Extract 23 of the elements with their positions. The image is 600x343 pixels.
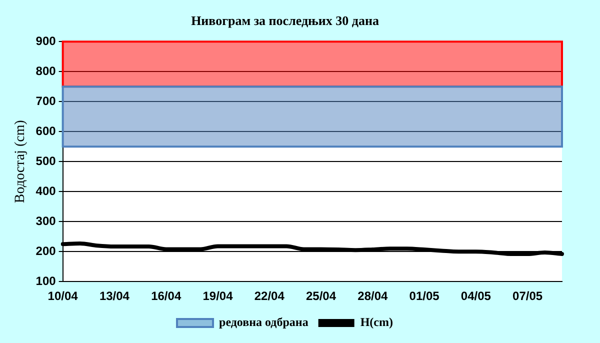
y-tick-label: 100 <box>36 274 56 288</box>
y-tick-label: 900 <box>36 34 56 48</box>
y-tick-label: 300 <box>36 214 56 228</box>
x-tick-label: 13/04 <box>99 289 130 304</box>
x-tick-label: 19/04 <box>202 289 234 304</box>
legend-label: H(cm) <box>360 315 393 330</box>
y-tick-label: 700 <box>36 94 56 108</box>
x-tick-label: 07/05 <box>512 289 543 304</box>
y-tick-label: 600 <box>36 124 56 138</box>
x-tick-label: 04/05 <box>460 289 492 304</box>
x-tick-label: 28/04 <box>358 289 388 304</box>
x-tick-label: 01/05 <box>409 289 440 304</box>
legend-label: редовна одбрана <box>219 315 308 330</box>
y-axis-title: Водостај (cm) <box>13 120 28 204</box>
x-tick-label: 25/04 <box>306 289 336 304</box>
y-tick-label: 400 <box>36 184 56 198</box>
chart-title: Нивограм за последњих 30 дана <box>191 13 380 28</box>
x-tick-label: 22/04 <box>254 289 285 304</box>
y-tick-label: 500 <box>36 154 56 168</box>
x-tick-label: 16/04 <box>151 289 182 304</box>
y-tick-label: 800 <box>36 64 56 78</box>
y-tick-label: 200 <box>36 244 56 258</box>
x-tick-label: 10/04 <box>48 289 78 304</box>
